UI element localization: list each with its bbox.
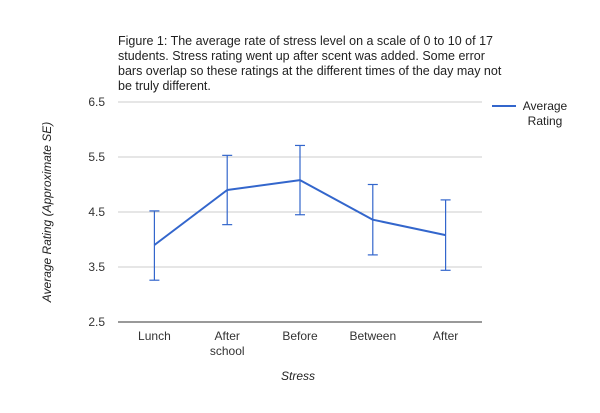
y-tick-label: 5.5 bbox=[88, 150, 105, 164]
x-tick-label: After bbox=[433, 329, 458, 343]
chart-title: Figure 1: The average rate of stress lev… bbox=[118, 34, 502, 93]
x-tick-label: Between bbox=[349, 329, 396, 343]
legend-label: Rating bbox=[528, 114, 563, 128]
y-axis-ticks: 6.5 5.5 4.5 3.5 2.5 bbox=[88, 95, 105, 329]
legend-label: Average bbox=[523, 99, 568, 113]
y-axis-label: Average Rating (Approximate SE) bbox=[40, 122, 54, 304]
x-tick-label: Before bbox=[282, 329, 318, 343]
chart-title-line: Figure 1: The average rate of stress lev… bbox=[118, 34, 493, 48]
y-tick-label: 4.5 bbox=[88, 205, 105, 219]
chart-title-line: students. Stress rating went up after sc… bbox=[118, 49, 485, 63]
y-tick-label: 6.5 bbox=[88, 95, 105, 109]
chart-title-line: bars overlap so these ratings at the dif… bbox=[118, 64, 502, 78]
series-lines bbox=[153, 179, 446, 246]
x-axis-label: Stress bbox=[281, 369, 315, 383]
chart-title-line: be truly different. bbox=[118, 79, 211, 93]
y-tick-label: 3.5 bbox=[88, 260, 105, 274]
error-bar bbox=[149, 210, 160, 281]
y-tick-label: 2.5 bbox=[88, 315, 105, 329]
x-tick-label: After bbox=[215, 329, 240, 343]
x-tick-label: Lunch bbox=[138, 329, 171, 343]
error-bars bbox=[149, 144, 451, 281]
x-tick-label: school bbox=[210, 344, 245, 358]
